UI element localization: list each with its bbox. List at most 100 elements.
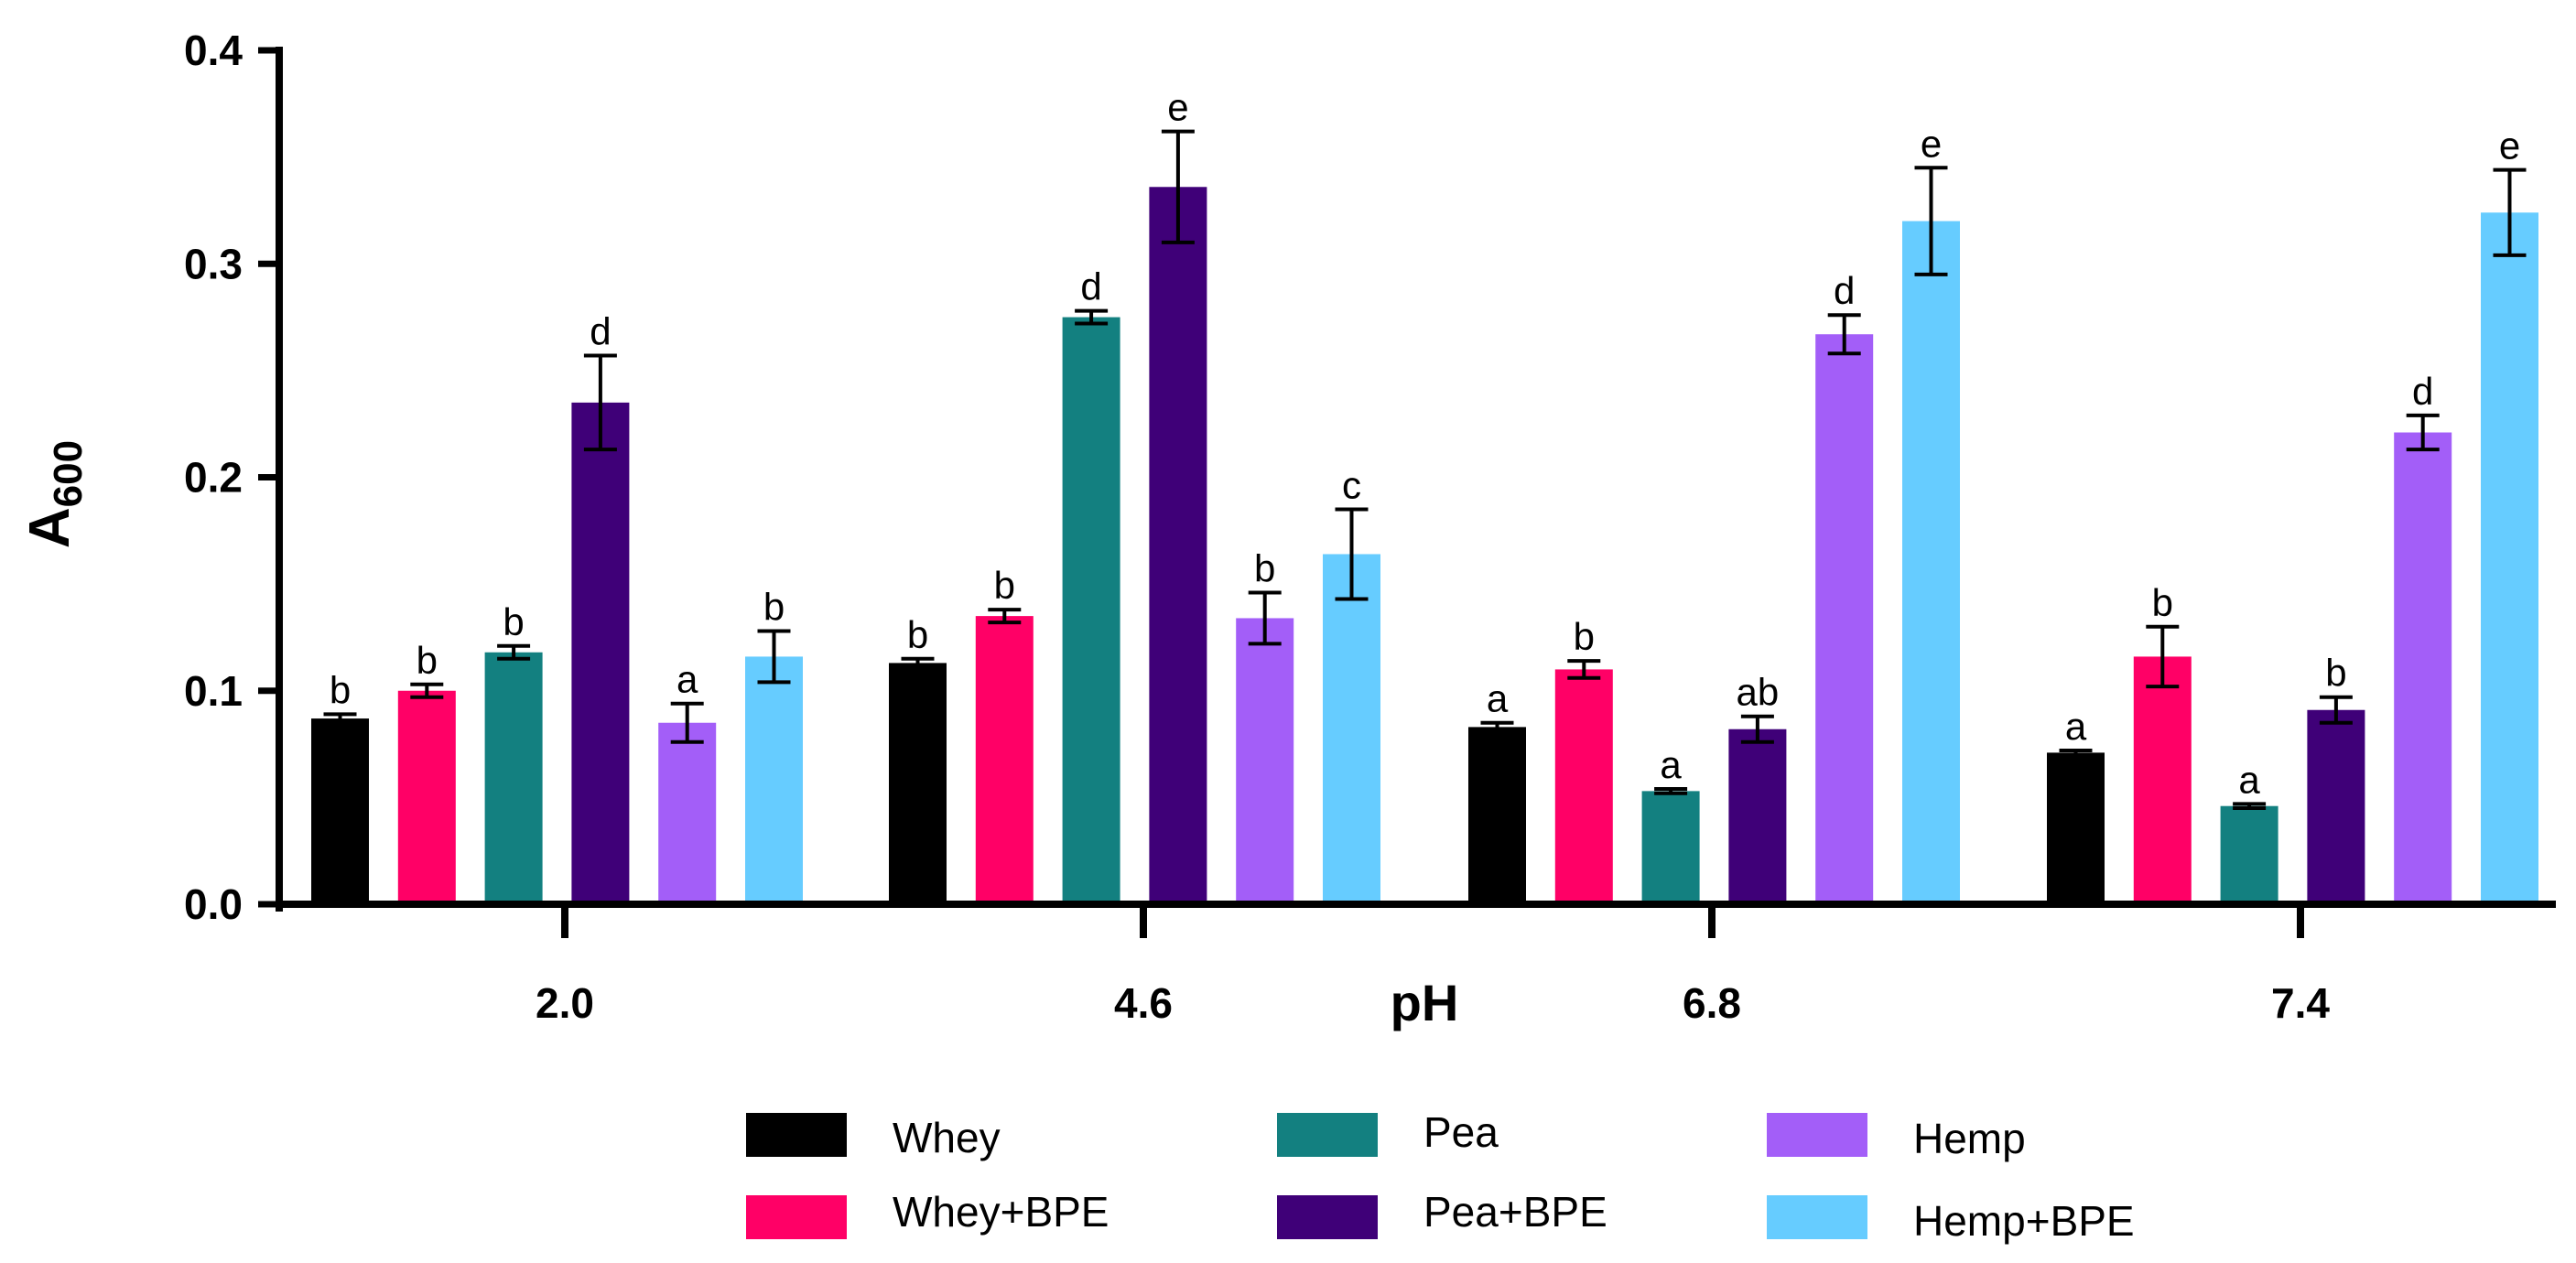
error-bar (1914, 166, 1948, 276)
bar-whey-plus-bpe-6.8 (1554, 669, 1613, 904)
bars-layer (311, 187, 2538, 905)
significance-letter: b (503, 600, 524, 643)
significance-letter: a (1487, 677, 1509, 720)
significance-letter: e (1921, 122, 1942, 165)
bar-hemp-plus-bpe-4.6 (1323, 554, 1380, 904)
significance-letter: d (1080, 265, 1101, 308)
y-tick-label: 0.0 (184, 880, 243, 928)
significance-letter: e (1167, 86, 1188, 129)
y-tick-label: 0.2 (184, 454, 243, 502)
legend-label: Pea (1423, 1108, 1499, 1156)
legend-swatch (1767, 1113, 1867, 1157)
error-bar (757, 629, 791, 685)
bar-pea-4.6 (1062, 317, 1120, 904)
bar-whey-6.8 (1468, 727, 1526, 904)
error-bar (1480, 720, 1514, 734)
significance-letter: d (1834, 269, 1855, 312)
legend-swatch (1767, 1195, 1867, 1239)
bar-whey-4.6 (889, 663, 947, 904)
error-bar (988, 608, 1022, 625)
bar-whey-plus-bpe-4.6 (975, 616, 1034, 904)
legend-swatch (1277, 1195, 1378, 1239)
bar-hemp-4.6 (1236, 618, 1294, 904)
x-tick-label: 7.4 (2271, 979, 2330, 1027)
significance-letter: d (590, 310, 611, 353)
error-bar (1827, 313, 1861, 356)
significance-letter: d (2412, 370, 2433, 413)
error-bar (1335, 507, 1369, 601)
legend-label: Hemp (1913, 1115, 2026, 1162)
x-ticks: 2.0 4.6 6.8 7.4 (536, 904, 2330, 1027)
significance-letter: b (2152, 581, 2173, 624)
bar-pea-plus-bpe-7.4 (2307, 709, 2365, 904)
legend-label: Whey (893, 1114, 1001, 1161)
significance-letter: b (1254, 546, 1275, 589)
bar-pea-7.4 (2220, 805, 2278, 904)
error-bar (2233, 802, 2267, 811)
bar-hemp-plus-bpe-6.8 (1902, 221, 1960, 905)
legend-item: Whey (746, 1113, 1001, 1161)
bar-pea-plus-bpe-2.0 (571, 402, 630, 904)
error-bar (2493, 167, 2527, 257)
significance-letter: b (417, 639, 438, 682)
bar-whey-plus-bpe-7.4 (2133, 656, 2192, 904)
x-axis-title: pH (1391, 974, 1459, 1031)
y-axis-title-subscript: 600 (46, 440, 91, 507)
error-bar (2059, 749, 2093, 757)
legend-swatch (746, 1113, 847, 1157)
error-bar (2406, 413, 2440, 452)
significance-letter: a (2065, 705, 2087, 748)
legend-item: Pea+BPE (1277, 1188, 1607, 1239)
bar-pea-6.8 (1641, 791, 1700, 904)
legend-swatch (746, 1195, 847, 1239)
y-tick-label: 0.4 (184, 27, 243, 74)
error-bar (901, 656, 935, 670)
x-tick-label: 6.8 (1683, 979, 1741, 1027)
legend-swatch (1277, 1113, 1378, 1157)
error-bar (1654, 787, 1688, 795)
legend-label: Whey+BPE (893, 1188, 1109, 1236)
y-ticks: 0.0 0.1 0.2 0.3 0.4 (184, 27, 279, 928)
significance-letter: b (2325, 652, 2346, 695)
x-tick-label: 2.0 (536, 979, 594, 1027)
x-tick-label: 4.6 (1114, 979, 1173, 1027)
error-bar (497, 643, 531, 661)
significance-letter: a (1660, 743, 1682, 786)
bar-whey-7.4 (2047, 752, 2105, 904)
significance-letter: b (994, 564, 1015, 607)
legend: Whey Whey+BPE Pea Pea+BPE Hemp Hemp+BPE (746, 1108, 2135, 1245)
y-tick-label: 0.1 (184, 667, 243, 715)
bar-pea-plus-bpe-6.8 (1728, 729, 1787, 904)
legend-item: Hemp+BPE (1767, 1195, 2135, 1245)
significance-letter: c (1342, 463, 1361, 506)
error-bar (410, 682, 444, 699)
significance-letter: b (907, 613, 928, 656)
significance-letter: b (330, 668, 351, 711)
error-bars-layer (323, 129, 2527, 811)
bar-hemp-6.8 (1815, 334, 1874, 904)
bar-hemp-plus-bpe-2.0 (745, 656, 803, 904)
significance-letter: b (1574, 615, 1595, 658)
error-bar (2319, 695, 2353, 725)
y-axis-title-main: A (18, 507, 81, 548)
legend-label: Pea+BPE (1423, 1188, 1607, 1236)
significance-letter: e (2499, 124, 2520, 167)
legend-item: Hemp (1767, 1113, 2026, 1162)
error-bar (1740, 714, 1774, 744)
x-axis: 2.0 4.6 6.8 7.4 (276, 901, 2556, 1027)
error-bar (323, 712, 357, 725)
legend-item: Whey+BPE (746, 1188, 1109, 1239)
significance-letter: a (676, 658, 698, 701)
legend-label: Hemp+BPE (1913, 1197, 2135, 1245)
bar-hemp-7.4 (2394, 432, 2452, 905)
y-tick-label: 0.3 (184, 240, 243, 287)
bar-whey-2.0 (311, 718, 369, 904)
significance-letter: a (2238, 758, 2260, 801)
error-bar (2146, 624, 2180, 689)
error-bar (1248, 590, 1282, 646)
error-bar (1161, 129, 1195, 244)
bar-hemp-plus-bpe-7.4 (2481, 212, 2538, 904)
bar-whey-plus-bpe-2.0 (397, 690, 456, 904)
y-axis-title: A600 (18, 440, 91, 548)
